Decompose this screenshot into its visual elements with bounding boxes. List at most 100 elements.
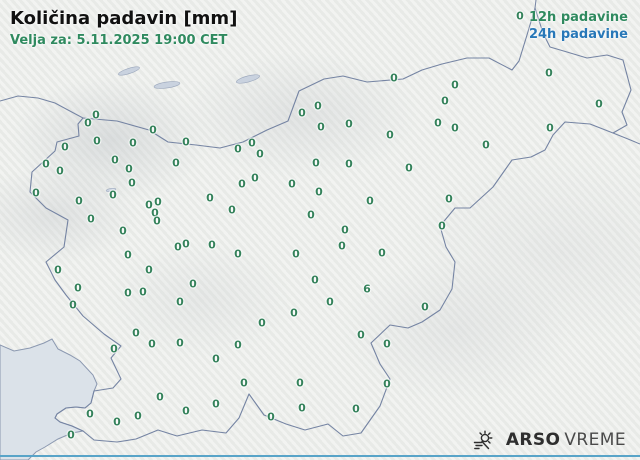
station-value: 0 [154,195,162,209]
station-value: 0 [189,277,197,291]
station-value: 0 [421,300,429,314]
station-value: 0 [378,246,386,260]
validity-timestamp: Velja za: 5.11.2025 19:00 CET [10,32,228,48]
station-value: 0 [176,295,184,309]
station-value: 0 [212,397,220,411]
station-value: 0 [290,306,298,320]
station-value: 0 [345,117,353,131]
station-value: 0 [145,263,153,277]
lake-shape [236,74,260,84]
station-value: 0 [288,177,296,191]
station-value: 0 [338,239,346,253]
station-value: 6 [363,282,371,296]
station-value: 0 [383,377,391,391]
station-value: 0 [312,156,320,170]
station-value: 0 [42,157,50,171]
station-value: 0 [438,219,446,233]
station-value: 0 [256,147,264,161]
station-value: 0 [240,376,248,390]
austria-hungary-border-path [534,0,537,9]
station-value: 0 [84,116,92,130]
station-value: 0 [132,326,140,340]
station-value: 0 [128,176,136,190]
station-value: 0 [311,273,319,287]
station-value: 0 [109,188,117,202]
arso-vreme-logo[interactable]: ARSO VREME [472,429,626,451]
station-value: 0 [145,198,153,212]
station-value: 0 [366,194,374,208]
station-value: 0 [234,338,242,352]
station-value: 0 [182,404,190,418]
station-value: 0 [119,224,127,238]
station-value: 0 [516,9,524,23]
station-value: 0 [445,192,453,206]
station-value: 0 [174,240,182,254]
lake-shape [153,81,181,89]
station-value: 0 [315,185,323,199]
station-value: 0 [172,156,180,170]
station-value: 0 [206,191,214,205]
legend-item-12h-padavine[interactable]: 12h padavine [528,10,628,25]
station-value: 0 [441,94,449,108]
station-value: 0 [110,342,118,356]
station-value: 0 [248,136,256,150]
station-value: 0 [32,186,40,200]
station-value: 0 [317,120,325,134]
station-value: 0 [357,328,365,342]
station-value: 0 [149,123,157,137]
station-value: 0 [386,128,394,142]
station-value: 0 [87,212,95,226]
station-value: 0 [234,247,242,261]
croatia-hungary-border-path [612,132,640,145]
station-value: 0 [258,316,266,330]
station-value: 0 [298,106,306,120]
station-value: 0 [74,281,82,295]
station-value: 0 [326,295,334,309]
station-value: 0 [228,203,236,217]
station-value: 0 [125,162,133,176]
station-value: 0 [139,285,147,299]
legend: 12h padavine 24h padavine [529,9,628,43]
station-value: 0 [546,121,554,135]
station-value: 0 [296,376,304,390]
station-value: 0 [545,66,553,80]
station-value: 0 [307,208,315,222]
station-value: 0 [314,99,322,113]
station-value: 0 [86,407,94,421]
station-value: 0 [124,286,132,300]
station-value: 0 [61,140,69,154]
station-value: 0 [292,247,300,261]
station-value: 0 [595,97,603,111]
station-value: 0 [434,116,442,130]
station-value: 0 [69,298,77,312]
station-value: 0 [148,337,156,351]
slovenia-border-path [29,7,632,443]
station-value: 0 [238,177,246,191]
bottom-rule [0,455,640,457]
page-title: Količina padavin [mm] [10,8,238,29]
logo-agency: ARSO [505,430,561,450]
station-value: 0 [352,402,360,416]
station-value: 0 [156,390,164,404]
station-value: 0 [129,136,137,150]
station-value: 0 [182,237,190,251]
station-value: 0 [182,135,190,149]
station-value: 0 [153,214,161,228]
station-value: 0 [341,223,349,237]
station-value: 0 [345,157,353,171]
station-value: 0 [451,121,459,135]
station-value: 0 [482,138,490,152]
station-value: 0 [54,263,62,277]
sea-shape [0,338,98,460]
map-header: Količina padavin [mm] Velja za: 5.11.202… [10,8,237,48]
station-value: 0 [176,336,184,350]
lake-shape [118,66,140,76]
station-value: 0 [93,134,101,148]
station-value: 0 [390,71,398,85]
legend-item-24h-padavine[interactable]: 24h padavine [528,27,628,42]
station-value: 0 [251,171,259,185]
station-value: 0 [56,164,64,178]
station-value: 0 [111,153,119,167]
